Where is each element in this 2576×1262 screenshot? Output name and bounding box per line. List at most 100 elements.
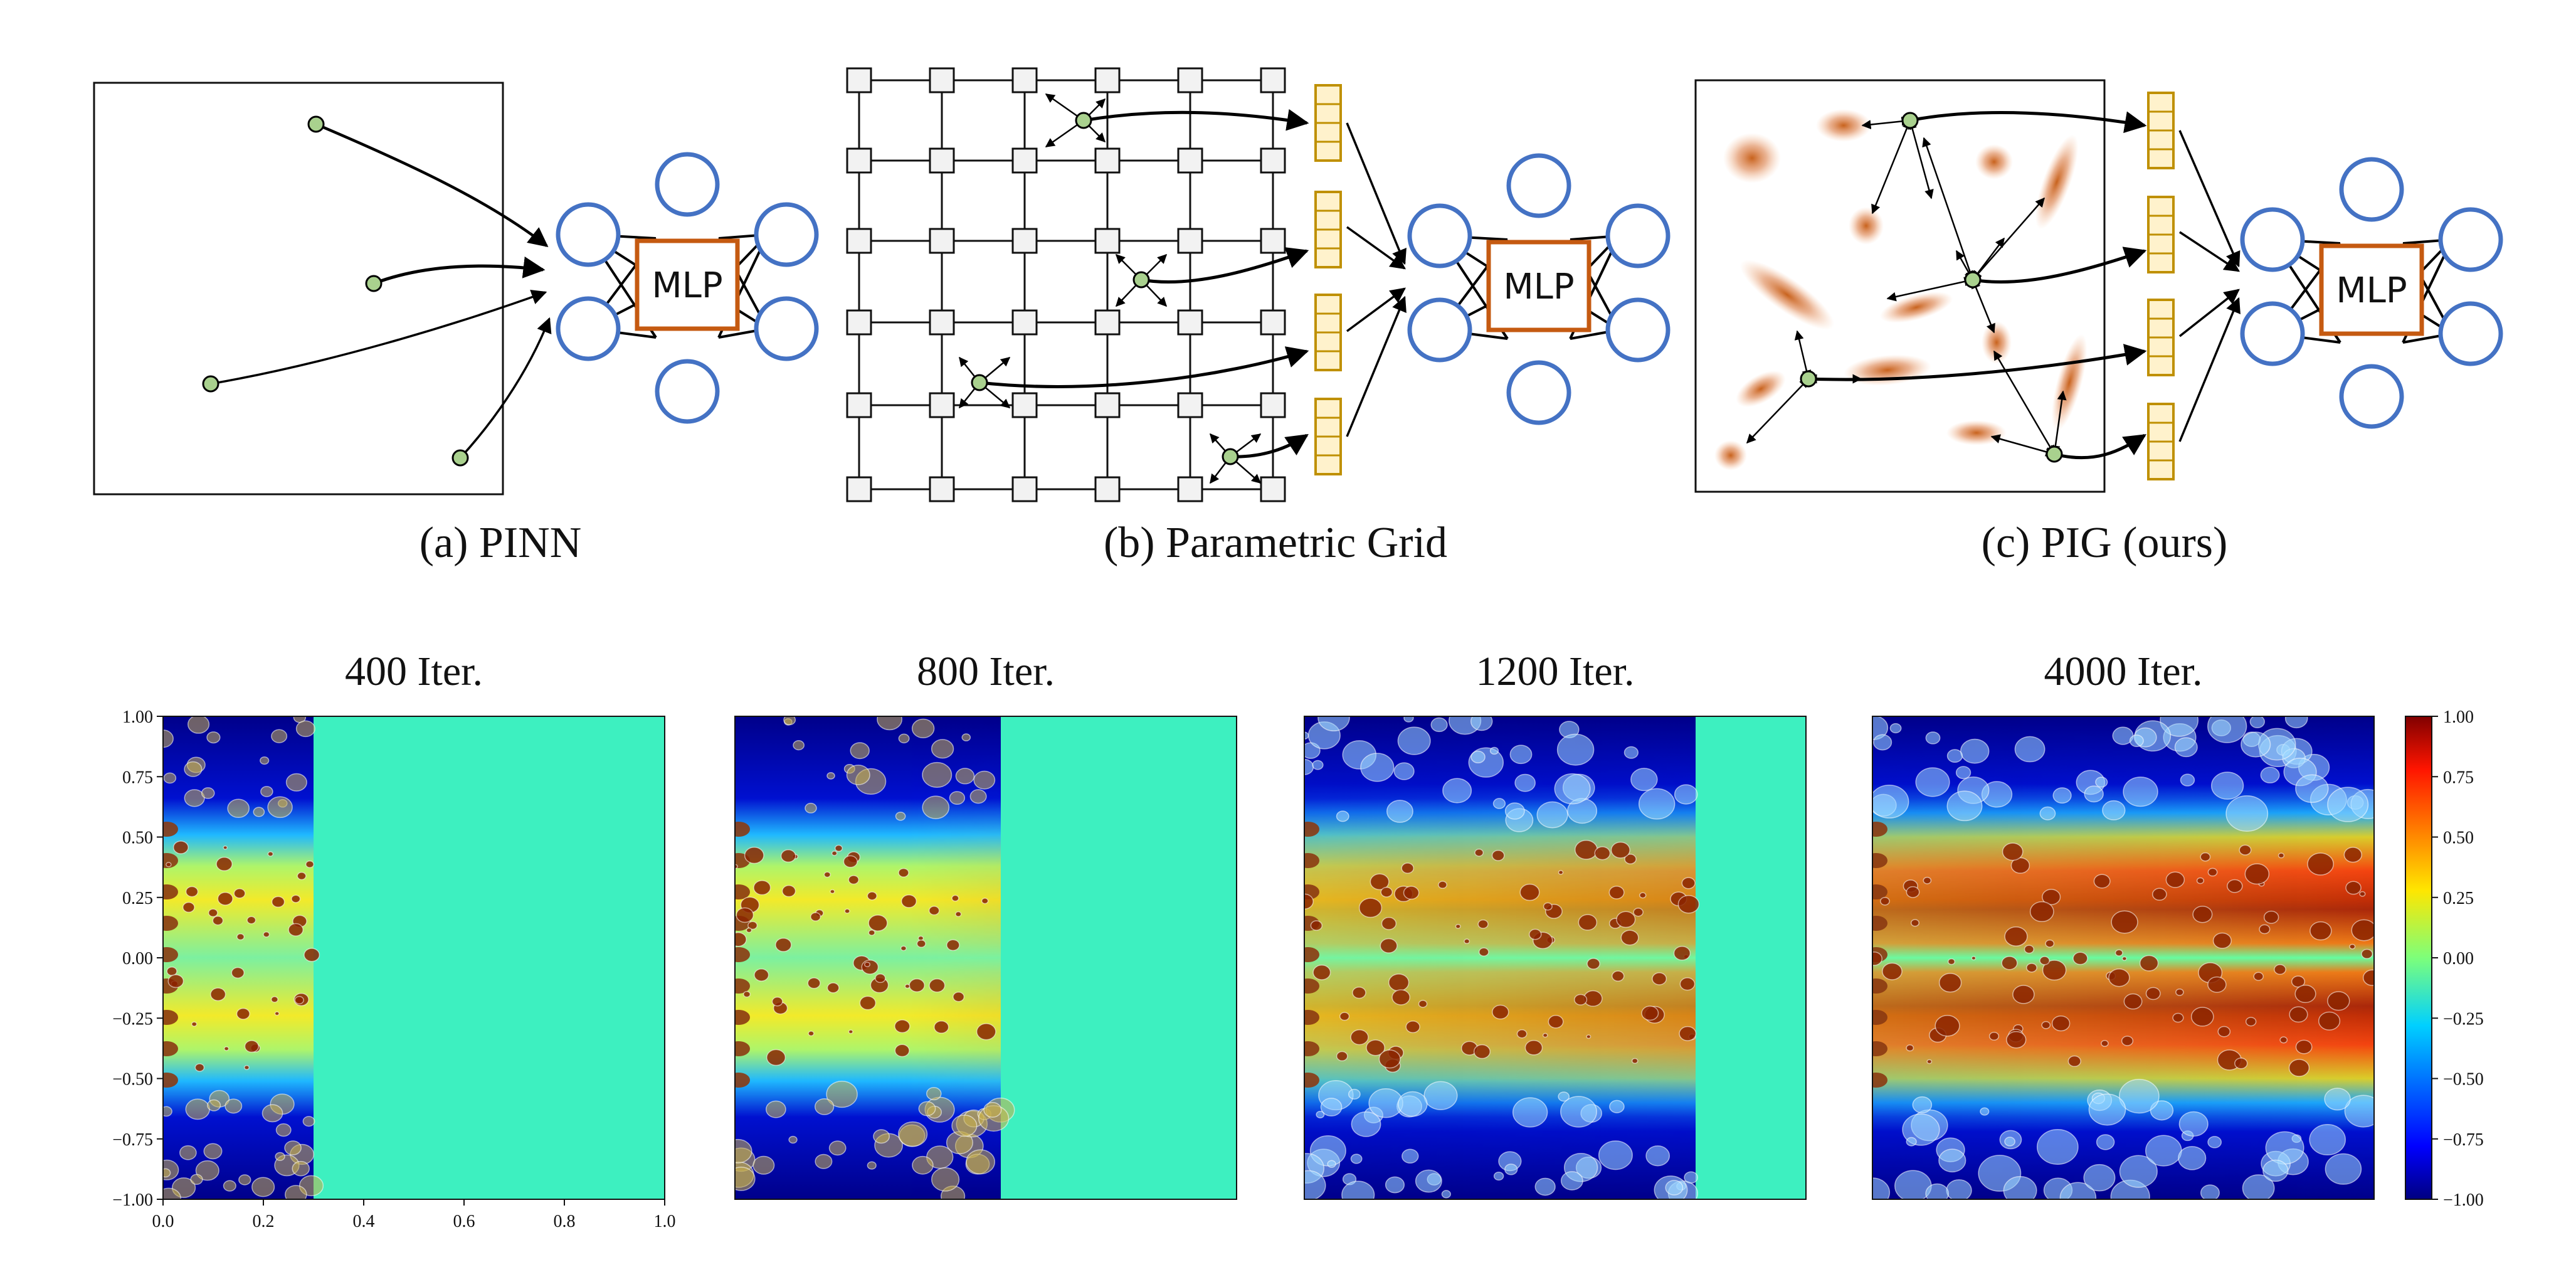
query-point — [971, 374, 988, 391]
caption-pig: (c) PIG (ours) — [1982, 519, 2228, 567]
grid-node — [846, 476, 872, 502]
grid-node — [1094, 309, 1121, 336]
grid-node — [929, 67, 955, 93]
collocation-point — [451, 449, 469, 467]
colorbar-gradient — [2405, 716, 2432, 1200]
pinn-domain-box — [93, 82, 504, 496]
y-tick-label: 0.50 — [122, 829, 153, 848]
heatmap-title: 400 Iter. — [345, 649, 483, 694]
panel-parametric-grid: MLP (b) Parametric Grid — [846, 67, 1668, 567]
gaussian-center — [1901, 112, 1919, 129]
y-tick-label: −0.75 — [112, 1130, 153, 1150]
heatmap-frame — [734, 716, 1237, 1200]
grid-node — [1011, 147, 1038, 174]
grid-nodes — [846, 67, 1286, 502]
mlp-label: MLP — [2336, 270, 2407, 311]
mlp-network: MLP — [1410, 156, 1668, 423]
mlp-network: MLP — [2242, 159, 2501, 427]
heatmap-frame — [1872, 716, 2375, 1200]
grid-node — [1260, 309, 1286, 336]
gaussian-center — [2045, 445, 2063, 463]
heatmap-title: 1200 Iter. — [1476, 649, 1635, 694]
gaussian-center — [1800, 370, 1817, 388]
grid-node — [1177, 309, 1203, 336]
colorbar-tick-label: 0.25 — [2443, 889, 2474, 908]
caption-parametric-grid: (b) Parametric Grid — [1104, 519, 1447, 567]
query-point — [1222, 448, 1239, 465]
colorbar-tick-label: 1.00 — [2443, 708, 2474, 727]
grid-node — [1260, 228, 1286, 254]
y-tick-label: 0.75 — [122, 768, 153, 787]
y-tick-label: 0.00 — [122, 949, 153, 968]
feature-vectors — [1314, 84, 1342, 475]
y-tick-label: 0.25 — [122, 889, 153, 908]
grid-node — [1011, 228, 1038, 254]
colorbar-tick-label: −0.50 — [2443, 1070, 2484, 1090]
collocation-point — [365, 275, 383, 292]
heatmap-panel: 800 Iter. — [734, 649, 1237, 1200]
x-tick-label: 1.0 — [654, 1212, 676, 1231]
x-tick-label: 0.0 — [152, 1212, 174, 1231]
heatmap-panel: 1200 Iter. — [1304, 649, 1807, 1200]
grid-node — [1011, 392, 1038, 418]
grid-node — [1177, 476, 1203, 502]
grid-node — [1011, 309, 1038, 336]
grid-node — [846, 67, 872, 93]
grid-node — [1094, 476, 1121, 502]
gaussian-center — [1964, 271, 1982, 289]
grid-node — [1177, 392, 1203, 418]
query-point — [1075, 112, 1092, 129]
colorbar-tick-label: −0.25 — [2443, 1009, 2484, 1029]
heatmap-panel: 4000 Iter. — [1872, 649, 2375, 1200]
mlp-network: MLP — [558, 154, 816, 422]
grid-node — [929, 309, 955, 336]
colorbar-tick-label: 0.00 — [2443, 949, 2474, 968]
grid-node — [846, 392, 872, 418]
heatmap-row: 400 Iter. 800 Iter. 1200 Iter. 4000 Iter. 1.… — [112, 649, 2375, 1231]
y-tick-label: −1.00 — [112, 1190, 153, 1210]
colorbar-tick-label: 0.50 — [2443, 829, 2474, 848]
grid-node — [1177, 228, 1203, 254]
colorbar: 1.00 0.75 0.50 0.25 0.00 −0.25 −0.50 −0.75 −1.00 — [2405, 708, 2484, 1210]
heatmap-title: 4000 Iter. — [2044, 649, 2203, 694]
y-tick-label: 1.00 — [122, 708, 153, 727]
grid-node — [1260, 147, 1286, 174]
collocation-point — [202, 375, 219, 393]
grid-node — [1011, 67, 1038, 93]
grid-node — [1094, 147, 1121, 174]
axes-ticks: 1.00 0.75 0.50 0.25 0.00 −0.25 −0.50 −0.75 −1.00… — [112, 708, 675, 1231]
colorbar-tick-label: 0.75 — [2443, 768, 2474, 787]
grid-node — [929, 228, 955, 254]
grid-node — [1094, 67, 1121, 93]
grid-node — [1260, 392, 1286, 418]
y-tick-label: −0.50 — [112, 1070, 153, 1090]
y-tick-label: −0.25 — [112, 1009, 153, 1029]
caption-pinn: (a) PINN — [420, 519, 582, 567]
grid-node — [1011, 476, 1038, 502]
grid-node — [929, 392, 955, 418]
mlp-label: MLP — [1503, 267, 1574, 307]
x-tick-label: 0.4 — [353, 1212, 375, 1231]
colorbar-tick-label: −1.00 — [2443, 1190, 2484, 1210]
heatmap-frame — [1304, 716, 1807, 1200]
query-point — [1132, 271, 1150, 289]
mlp-label: MLP — [652, 265, 722, 306]
panel-pinn: MLP (a) PINN — [93, 82, 816, 567]
grid-node — [1094, 228, 1121, 254]
grid-node — [846, 228, 872, 254]
panel-pig: MLP (c) PIG (ours) — [1694, 79, 2501, 567]
grid-node — [846, 147, 872, 174]
grid-node — [1177, 67, 1203, 93]
grid-node — [929, 147, 955, 174]
collocation-point — [307, 115, 325, 133]
grid-node — [1177, 147, 1203, 174]
x-tick-label: 0.8 — [554, 1212, 576, 1231]
x-tick-label: 0.2 — [253, 1212, 275, 1231]
feature-vectors — [2147, 92, 2175, 480]
heatmap-panel: 400 Iter. — [162, 649, 665, 1200]
colorbar-tick-label: −0.75 — [2443, 1130, 2484, 1150]
grid-node — [1260, 67, 1286, 93]
heatmap-title: 800 Iter. — [917, 649, 1055, 694]
grid-node — [929, 476, 955, 502]
